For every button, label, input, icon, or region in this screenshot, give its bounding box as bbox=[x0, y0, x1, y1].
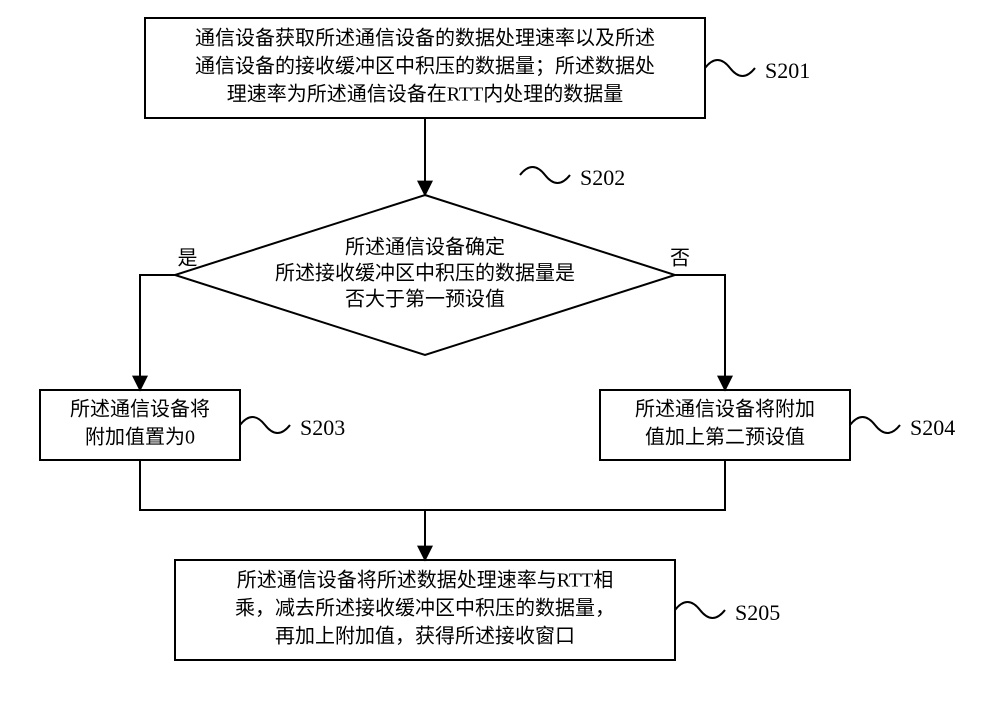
flow-line bbox=[140, 460, 425, 510]
flow-box-text: 通信设备获取所述通信设备的数据处理速率以及所述 bbox=[195, 27, 655, 50]
flow-decision-text: 所述接收缓冲区中积压的数据量是 bbox=[275, 262, 575, 285]
step-label: S204 bbox=[910, 415, 955, 440]
flow-arrow bbox=[140, 275, 175, 390]
flow-box-text: 所述通信设备将所述数据处理速率与RTT相 bbox=[237, 569, 614, 592]
wave-connector bbox=[850, 417, 900, 433]
step-label: S202 bbox=[580, 165, 625, 190]
wave-connector bbox=[520, 167, 570, 183]
wave-connector bbox=[675, 602, 725, 618]
step-label: S203 bbox=[300, 415, 345, 440]
branch-label-yes: 是 bbox=[178, 248, 198, 270]
flow-decision-text: 所述通信设备确定 bbox=[345, 236, 505, 259]
flow-box-text: 附加值置为0 bbox=[85, 426, 195, 449]
flow-box-text: 通信设备的接收缓冲区中积压的数据量；所述数据处 bbox=[195, 55, 655, 78]
branch-label-no: 否 bbox=[670, 248, 690, 270]
flow-line bbox=[425, 460, 725, 510]
flow-box-text: 所述通信设备将附加 bbox=[635, 398, 815, 421]
flow-arrow bbox=[675, 275, 725, 390]
step-label: S201 bbox=[765, 58, 810, 83]
flow-box-text: 理速率为所述通信设备在RTT内处理的数据量 bbox=[227, 83, 624, 106]
wave-connector bbox=[240, 417, 290, 433]
flow-box-text: 值加上第二预设值 bbox=[645, 426, 805, 449]
wave-connector bbox=[705, 60, 755, 76]
step-label: S205 bbox=[735, 600, 780, 625]
flow-box-text: 乘，减去所述接收缓冲区中积压的数据量， bbox=[235, 597, 615, 620]
flow-decision-text: 否大于第一预设值 bbox=[345, 288, 505, 311]
flow-box-text: 所述通信设备将 bbox=[70, 398, 210, 421]
flow-box-text: 再加上附加值，获得所述接收窗口 bbox=[275, 625, 575, 648]
